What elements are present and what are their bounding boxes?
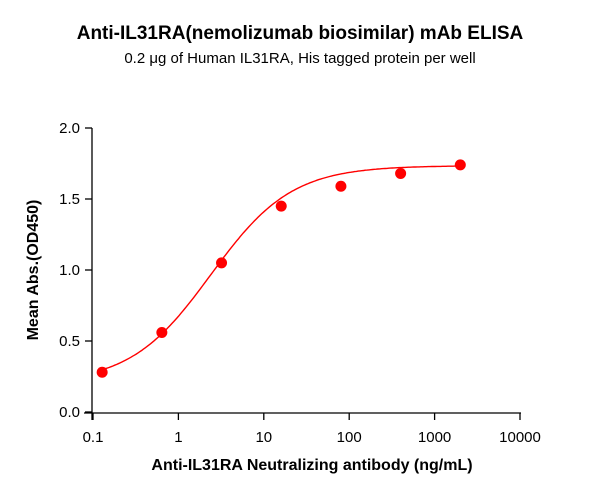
x-axis-label: Anti-IL31RA Neutralizing antibody (ng/mL… bbox=[151, 457, 472, 474]
chart-subtitle: 0.2 μg of Human IL31RA, His tagged prote… bbox=[124, 50, 475, 67]
x-tick-label: 1 bbox=[174, 429, 182, 446]
y-tick-label: 1.5 bbox=[59, 191, 80, 208]
y-tick-label: 1.0 bbox=[59, 262, 80, 279]
x-tick-label: 100 bbox=[337, 429, 362, 446]
x-tick-label: 1000 bbox=[418, 429, 451, 446]
data-point bbox=[454, 159, 466, 171]
y-tick-label: 2.0 bbox=[59, 120, 80, 137]
data-point bbox=[395, 167, 407, 179]
x-tick-label: 0.1 bbox=[83, 429, 104, 446]
data-point bbox=[96, 366, 108, 378]
data-point bbox=[216, 257, 228, 269]
y-tick-label: 0.0 bbox=[59, 404, 80, 421]
data-point bbox=[275, 200, 287, 212]
data-point bbox=[156, 326, 168, 338]
y-tick-label: 0.5 bbox=[59, 333, 80, 350]
x-tick-label: 10000 bbox=[499, 429, 541, 446]
fit-curve bbox=[101, 165, 461, 371]
data-point bbox=[335, 180, 347, 192]
chart-title: Anti-IL31RA(nemolizumab biosimilar) mAb … bbox=[77, 23, 524, 44]
x-tick-label: 10 bbox=[255, 429, 272, 446]
y-axis-label: Mean Abs.(OD450) bbox=[25, 200, 42, 341]
